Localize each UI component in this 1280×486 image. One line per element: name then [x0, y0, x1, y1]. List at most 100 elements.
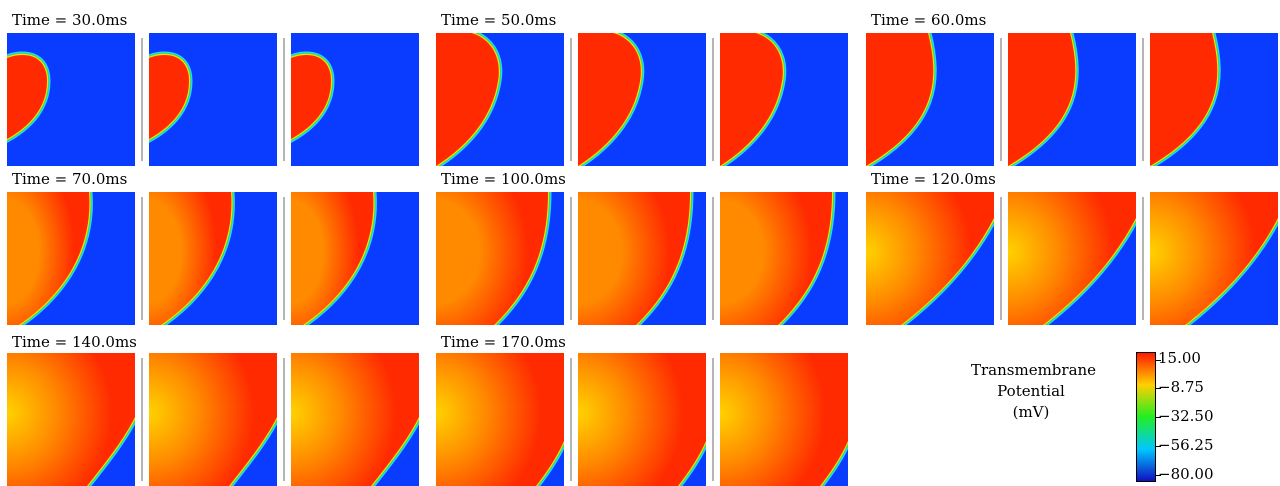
colorbar-title-line: Transmembrane	[971, 361, 1097, 379]
colorbar-tick-label: 15.00	[1158, 349, 1201, 367]
time-label: Time = 70.0ms	[12, 170, 128, 188]
potential-map-panel	[578, 353, 706, 486]
panel-separator	[141, 197, 143, 320]
panel-separator	[570, 358, 572, 481]
depolarized-region	[7, 54, 47, 139]
potential-map-panel	[291, 192, 419, 325]
panel-separator	[712, 38, 714, 161]
time-label: Time = 120.0ms	[871, 170, 996, 188]
colorbar-tick-label: −8.75	[1158, 378, 1204, 396]
potential-map-panel	[866, 33, 994, 166]
depolarized-region	[720, 353, 848, 486]
time-label: Time = 50.0ms	[441, 11, 557, 29]
potential-map	[1150, 33, 1278, 166]
depolarized-region	[149, 353, 277, 486]
colorbar-tick-label: −56.25	[1158, 436, 1214, 454]
depolarized-region	[7, 353, 135, 486]
potential-map	[720, 353, 848, 486]
colorbar-gradient	[1136, 352, 1156, 482]
potential-map-panel	[1008, 192, 1136, 325]
potential-map-panel	[7, 192, 135, 325]
potential-map	[1008, 192, 1136, 325]
potential-map-panel	[436, 353, 564, 486]
potential-map	[720, 192, 848, 325]
depolarized-region	[720, 33, 783, 166]
panel-separator	[283, 358, 285, 481]
colorbar-title: Transmembrane Potential (mV)	[971, 360, 1097, 423]
colorbar-tick-mark	[1156, 446, 1161, 447]
depolarized-region	[1150, 33, 1218, 166]
depolarized-region	[436, 33, 499, 166]
potential-map	[578, 33, 706, 166]
potential-map	[149, 33, 277, 166]
potential-map	[866, 33, 994, 166]
depolarized-region	[149, 54, 189, 139]
potential-map	[1150, 192, 1278, 325]
panel-separator	[712, 358, 714, 481]
depolarized-region	[1008, 33, 1076, 166]
potential-map-panel	[1150, 33, 1278, 166]
panel-separator	[1142, 38, 1144, 161]
time-label: Time = 100.0ms	[441, 170, 566, 188]
depolarized-region	[436, 192, 548, 325]
panel-separator	[1142, 197, 1144, 320]
depolarized-region	[720, 192, 832, 325]
potential-map	[149, 353, 277, 486]
depolarized-region	[866, 33, 934, 166]
potential-map	[720, 33, 848, 166]
potential-map-panel	[436, 192, 564, 325]
depolarized-region	[149, 192, 232, 325]
colorbar-title-line: Potential	[997, 382, 1065, 400]
colorbar-tick-mark	[1156, 360, 1161, 361]
potential-map	[7, 353, 135, 486]
depolarized-region	[436, 353, 564, 486]
colorbar-title-line: (mV)	[1012, 403, 1050, 421]
potential-map	[1008, 33, 1136, 166]
colorbar-tick-mark	[1156, 475, 1161, 476]
potential-map	[436, 33, 564, 166]
potential-map-panel	[1150, 192, 1278, 325]
panel-separator	[570, 38, 572, 161]
depolarized-region	[866, 192, 994, 325]
potential-map	[436, 192, 564, 325]
potential-map	[7, 33, 135, 166]
potential-map-panel	[720, 33, 848, 166]
panel-separator	[283, 197, 285, 320]
potential-map	[291, 192, 419, 325]
time-label: Time = 30.0ms	[12, 11, 128, 29]
potential-map-panel	[149, 33, 277, 166]
depolarized-region	[578, 353, 706, 486]
potential-map-panel	[149, 192, 277, 325]
colorbar-tick-mark	[1156, 417, 1161, 418]
potential-map-panel	[720, 192, 848, 325]
panel-separator	[712, 197, 714, 320]
potential-map	[291, 353, 419, 486]
depolarized-region	[291, 353, 419, 486]
potential-map	[578, 192, 706, 325]
potential-map-panel	[149, 353, 277, 486]
panel-separator	[141, 358, 143, 481]
potential-map-panel	[578, 192, 706, 325]
potential-map	[436, 353, 564, 486]
colorbar-tick-label: −32.50	[1158, 407, 1214, 425]
colorbar-tick-label: −80.00	[1158, 465, 1214, 483]
potential-map	[7, 192, 135, 325]
depolarized-region	[7, 192, 90, 325]
potential-map-panel	[1008, 33, 1136, 166]
panel-separator	[141, 38, 143, 161]
panel-separator	[570, 197, 572, 320]
colorbar-tick-mark	[1156, 388, 1161, 389]
potential-map-panel	[578, 33, 706, 166]
potential-map-panel	[436, 33, 564, 166]
time-label: Time = 170.0ms	[441, 333, 566, 351]
potential-map	[578, 353, 706, 486]
time-label: Time = 140.0ms	[12, 333, 137, 351]
potential-map-panel	[720, 353, 848, 486]
potential-map-panel	[866, 192, 994, 325]
potential-map	[866, 192, 994, 325]
depolarized-region	[578, 192, 690, 325]
depolarized-region	[291, 192, 374, 325]
potential-map-panel	[7, 353, 135, 486]
depolarized-region	[578, 33, 641, 166]
potential-map	[149, 192, 277, 325]
